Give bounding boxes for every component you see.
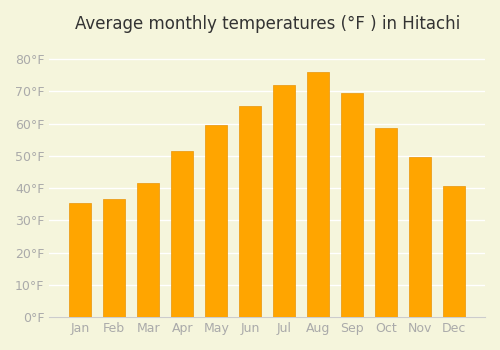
Bar — [103, 199, 126, 317]
Bar — [307, 72, 329, 317]
Bar — [239, 106, 261, 317]
Bar — [69, 203, 92, 317]
Bar — [443, 187, 465, 317]
Title: Average monthly temperatures (°F ) in Hitachi: Average monthly temperatures (°F ) in Hi… — [74, 15, 460, 33]
Bar — [341, 93, 363, 317]
Bar — [205, 125, 227, 317]
Bar — [409, 158, 431, 317]
Bar — [171, 151, 193, 317]
Bar — [375, 128, 397, 317]
Bar — [137, 183, 159, 317]
Bar — [273, 85, 295, 317]
